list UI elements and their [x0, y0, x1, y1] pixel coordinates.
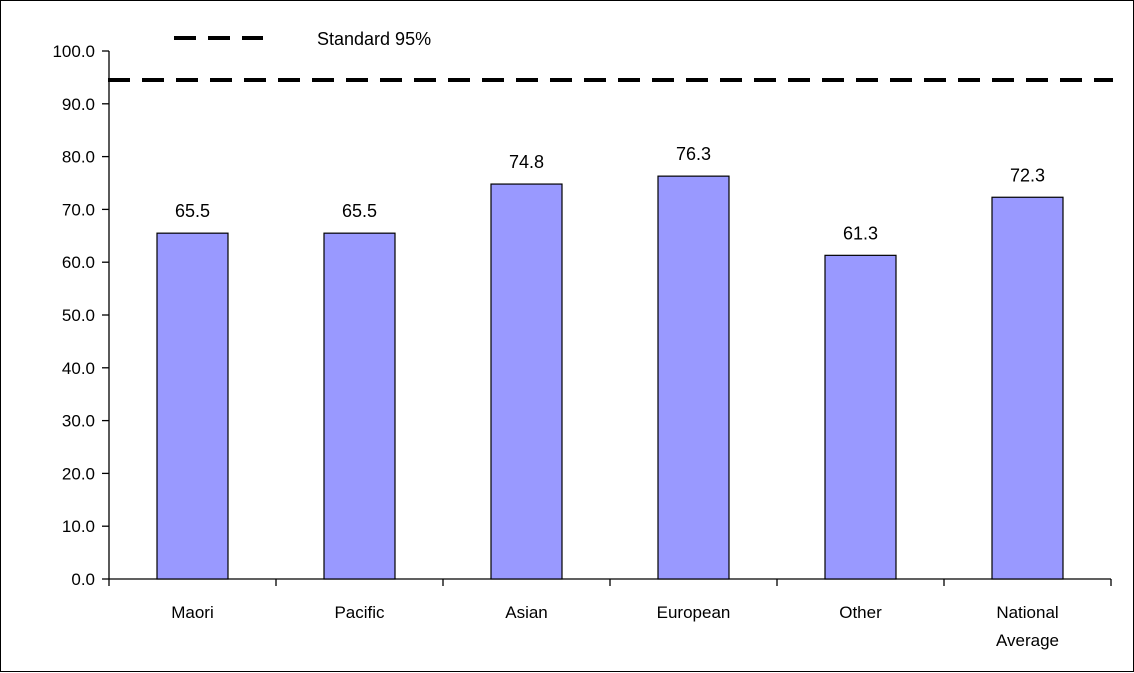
y-tick-label: 20.0 [62, 464, 95, 483]
y-tick-label: 80.0 [62, 148, 95, 167]
y-tick-label: 100.0 [52, 42, 95, 61]
data-label: 76.3 [676, 144, 711, 164]
x-tick-label: Asian [505, 603, 548, 622]
data-label: 72.3 [1010, 165, 1045, 185]
bars: 65.5 65.5 74.8 76.3 61.3 72.3 [156, 144, 1064, 580]
y-tick-label: 40.0 [62, 359, 95, 378]
bar-european [657, 175, 730, 580]
y-tick-label: 10.0 [62, 517, 95, 536]
bar-pacific [323, 232, 396, 580]
y-tick-label: 0.0 [71, 570, 95, 589]
x-tick-label: Other [839, 603, 882, 622]
bar-asian [490, 183, 563, 580]
y-tick-label: 90.0 [62, 95, 95, 114]
x-tick-label: Maori [171, 603, 214, 622]
data-label: 65.5 [175, 201, 210, 221]
x-tick-label: European [657, 603, 731, 622]
legend-label: Standard 95% [317, 29, 431, 49]
bar-maori [156, 232, 229, 580]
bar-national-average [991, 196, 1064, 580]
data-label: 74.8 [509, 152, 544, 172]
data-label: 65.5 [342, 201, 377, 221]
y-tick-label: 70.0 [62, 200, 95, 219]
y-tick-label: 50.0 [62, 306, 95, 325]
x-tick-label: National Average [996, 603, 1059, 650]
y-tick-label: 60.0 [62, 253, 95, 272]
y-tick-label: 30.0 [62, 412, 95, 431]
bar-other [824, 254, 897, 580]
data-label: 61.3 [843, 223, 878, 243]
legend: Standard 95% [174, 29, 431, 49]
x-tick-label: Pacific [334, 603, 385, 622]
axes: 0.0 10.0 20.0 30.0 40.0 50.0 60.0 70.0 80.0 90.0 1… [52, 42, 1112, 650]
